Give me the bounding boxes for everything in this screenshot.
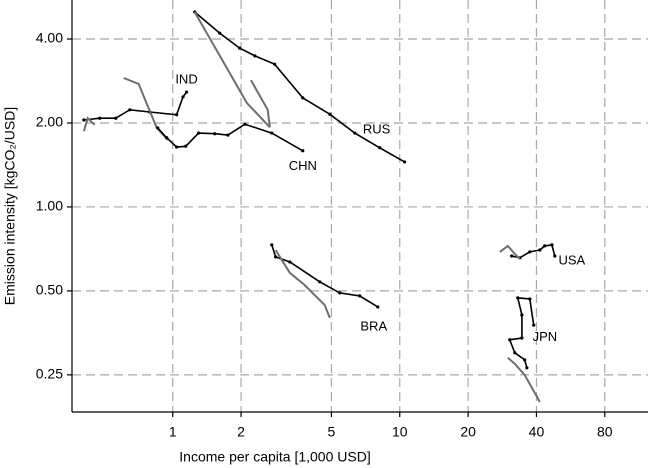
point-marker [165, 136, 169, 140]
point-marker [528, 250, 532, 254]
point-marker [301, 96, 305, 100]
point-marker [520, 336, 524, 340]
point-marker [274, 255, 278, 259]
point-marker [98, 116, 102, 120]
point-marker [516, 296, 520, 300]
point-marker [273, 62, 277, 66]
series-line [271, 244, 379, 308]
point-marker [358, 294, 362, 298]
point-marker [218, 31, 222, 35]
series-label: CHN [289, 158, 317, 173]
point-marker [538, 248, 542, 252]
point-marker [525, 366, 529, 370]
point-marker [184, 144, 188, 148]
series-label: RUS [363, 121, 391, 136]
y-tick-label: 1.00 [36, 198, 63, 214]
point-marker [181, 95, 185, 99]
point-marker [353, 131, 357, 135]
series-line [194, 11, 405, 163]
point-marker [520, 313, 524, 317]
series-line [193, 11, 271, 128]
series-line [499, 244, 521, 260]
point-marker [318, 280, 322, 284]
point-marker [243, 122, 247, 126]
point-marker [301, 149, 305, 153]
point-marker [543, 244, 547, 248]
series-line [508, 297, 535, 369]
series-line [157, 123, 304, 152]
point-marker [226, 133, 230, 137]
series-label: JPN [533, 329, 558, 344]
y-axis-title: Emission intensity [kgCO₂/USD] [2, 107, 18, 305]
x-tick-label: 10 [392, 424, 408, 440]
point-marker [128, 108, 132, 112]
point-marker [402, 160, 407, 164]
x-tick-label: 5 [328, 424, 336, 440]
point-marker [213, 132, 217, 136]
series-line [83, 91, 188, 121]
y-tick-label: 0.25 [36, 366, 63, 382]
point-marker [197, 131, 201, 135]
x-tick-label: 1 [169, 424, 177, 440]
point-marker [376, 305, 380, 309]
point-marker [270, 131, 274, 135]
x-tick-label: 80 [597, 424, 613, 440]
point-marker [508, 338, 512, 342]
point-marker [532, 323, 536, 327]
point-marker [513, 351, 517, 355]
point-marker [174, 145, 179, 149]
x-tick-label: 20 [460, 424, 476, 440]
point-marker [114, 116, 118, 120]
series-line [82, 116, 96, 132]
series-label: USA [558, 252, 585, 267]
x-tick-label: 40 [529, 424, 545, 440]
point-marker [288, 260, 292, 264]
point-marker [237, 46, 242, 50]
y-tick-label: 2.00 [36, 114, 63, 130]
series-line [250, 79, 271, 128]
point-marker [550, 243, 554, 247]
point-marker [156, 126, 160, 130]
point-marker [553, 254, 557, 258]
point-marker [253, 54, 257, 58]
point-marker [528, 297, 532, 301]
x-tick-label: 2 [237, 424, 245, 440]
point-marker [378, 146, 382, 150]
y-tick-label: 0.50 [36, 282, 63, 298]
point-marker [523, 358, 527, 362]
series-label: IND [175, 72, 197, 87]
point-marker [184, 90, 189, 94]
point-marker [510, 254, 514, 258]
point-marker [270, 243, 274, 247]
point-marker [328, 112, 332, 116]
series-label: BRA [360, 318, 387, 333]
point-marker [82, 118, 86, 122]
point-marker [174, 113, 179, 117]
x-axis-title: Income per capita [1,000 USD] [179, 449, 370, 465]
series-line [274, 249, 331, 319]
y-tick-label: 4.00 [36, 30, 63, 46]
point-marker [338, 291, 342, 295]
series-line [507, 356, 541, 403]
